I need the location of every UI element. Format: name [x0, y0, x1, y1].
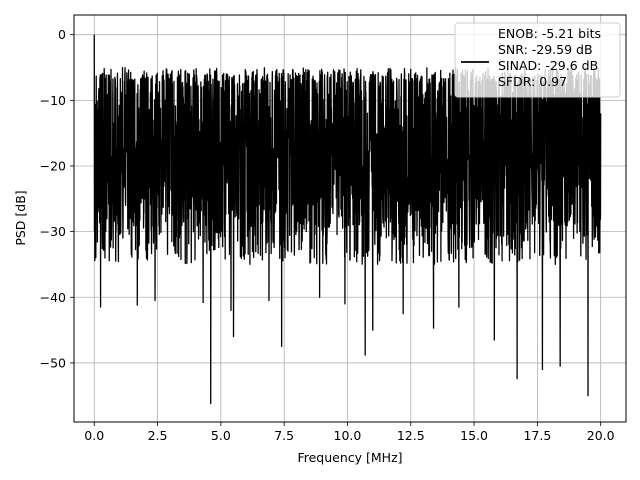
x-tick-label: 10.0	[334, 428, 362, 443]
y-tick-label: −50	[40, 355, 66, 370]
legend-entry-line: ENOB: -5.21 bits	[498, 26, 601, 41]
y-tick-label: −30	[40, 224, 66, 239]
y-axis-label: PSD [dB]	[13, 190, 28, 245]
x-tick-label: 7.5	[274, 428, 294, 443]
legend-entry-line: SNR: -29.59 dB	[498, 42, 593, 57]
x-tick-label: 0.0	[84, 428, 104, 443]
legend-box	[454, 22, 621, 98]
x-axis-label: Frequency [MHz]	[297, 450, 402, 465]
x-tick-label: 5.0	[211, 428, 231, 443]
x-tick-label: 15.0	[460, 428, 488, 443]
legend-entry-line: SINAD: -29.6 dB	[498, 58, 598, 73]
legend-entry-line: SFDR: 0.97	[498, 74, 567, 89]
axes-frame	[73, 14, 627, 423]
psd-series-line	[93, 34, 602, 405]
x-tick-label: 17.5	[523, 428, 551, 443]
y-tick-label: −10	[40, 93, 66, 108]
ticks: 0.0 2.5 5.0 7.5 10.0 12.5 15.0 17.5 20.0 0 −10 −20 −…	[40, 27, 615, 443]
x-tick-label: 2.5	[148, 428, 168, 443]
y-tick-label: −20	[40, 158, 66, 173]
plot-area	[93, 34, 602, 405]
x-tick-label: 20.0	[587, 428, 615, 443]
x-tick-label: 12.5	[397, 428, 425, 443]
y-tick-label: 0	[58, 27, 66, 42]
y-tick-label: −40	[40, 290, 66, 305]
